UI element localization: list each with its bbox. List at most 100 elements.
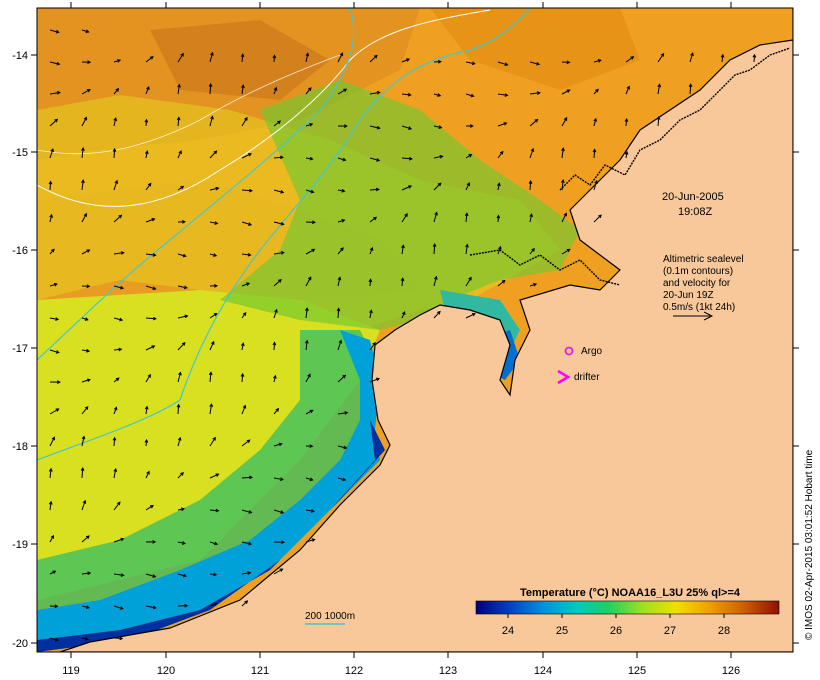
velocity-arrow-head	[504, 93, 509, 97]
velocity-arrow-head	[342, 477, 347, 482]
velocity-arrow-head	[119, 606, 124, 610]
velocity-arrow	[113, 605, 123, 610]
velocity-arrow-head	[376, 158, 381, 162]
velocity-arrow-head	[152, 253, 157, 257]
velocity-arrow-head	[50, 148, 54, 153]
velocity-arrow-head	[183, 285, 188, 290]
velocity-arrow	[145, 56, 154, 63]
velocity-arrow	[241, 282, 250, 287]
velocity-arrow-head	[247, 252, 252, 257]
lat-tick-label: -19	[12, 539, 28, 551]
velocity-arrow-head	[464, 212, 469, 217]
velocity-arrow	[305, 340, 308, 351]
velocity-arrow-head	[595, 88, 599, 93]
velocity-arrow	[433, 276, 437, 287]
velocity-arrow	[177, 541, 186, 545]
velocity-arrow	[561, 213, 567, 223]
velocity-arrow-head	[277, 120, 282, 125]
velocity-arrow	[625, 118, 628, 127]
velocity-arrow	[401, 311, 406, 319]
velocity-arrow-head	[309, 409, 314, 414]
velocity-arrow	[369, 342, 376, 351]
velocity-arrow-head	[210, 115, 214, 120]
velocity-arrow-head	[152, 316, 157, 321]
velocity-arrow	[49, 91, 60, 95]
velocity-arrow-head	[56, 90, 61, 95]
velocity-arrow-head	[84, 317, 89, 321]
velocity-arrow-head	[184, 603, 189, 608]
velocity-arrow	[337, 52, 343, 63]
velocity-arrow-head	[720, 53, 725, 58]
velocity-arrow-head	[594, 180, 598, 185]
velocity-arrow-head	[311, 220, 316, 225]
velocity-arrow	[145, 317, 156, 320]
sst-patch-dark	[150, 20, 330, 100]
colorbar	[475, 600, 780, 615]
velocity-arrow	[177, 315, 188, 319]
map-plot-area	[37, 8, 793, 652]
velocity-arrow-head	[307, 87, 312, 91]
longitude-axis: 119 120 121 122 123 124 125 126	[62, 2, 740, 677]
velocity-arrow	[81, 213, 87, 223]
velocity-arrow	[401, 125, 412, 130]
velocity-arrow-head	[465, 243, 469, 248]
velocity-arrow-head	[152, 605, 157, 610]
velocity-arrow-head	[182, 220, 186, 224]
velocity-arrow	[465, 213, 468, 223]
velocity-arrow	[369, 310, 372, 319]
lat-tick-label: -14	[12, 50, 28, 62]
velocity-arrow	[145, 406, 148, 415]
velocity-arrow	[721, 54, 724, 63]
velocity-arrow-head	[152, 540, 157, 544]
velocity-arrow-head	[566, 60, 571, 65]
velocity-arrow-head	[53, 282, 58, 287]
velocity-arrow-head	[248, 510, 253, 514]
velocity-arrow-head	[408, 126, 413, 130]
velocity-arrow	[401, 278, 404, 287]
velocity-arrow-head	[176, 116, 181, 121]
velocity-arrow	[81, 349, 90, 352]
velocity-arrow	[81, 117, 87, 127]
velocity-arrow	[497, 93, 508, 96]
velocity-arrow-head	[344, 411, 349, 415]
velocity-arrow	[49, 637, 59, 641]
velocity-arrow	[433, 212, 438, 223]
velocity-arrow-head	[213, 312, 218, 317]
velocity-arrow	[465, 61, 475, 65]
velocity-arrow	[657, 53, 665, 63]
velocity-arrow-head	[536, 91, 541, 95]
velocity-arrow-head	[50, 248, 55, 253]
velocity-arrow-head	[501, 279, 506, 284]
velocity-arrow	[177, 404, 180, 415]
velocity-arrow-head	[112, 436, 117, 441]
velocity-arrow	[145, 471, 150, 479]
velocity-arrow	[337, 157, 346, 161]
velocity-arrow-head	[213, 253, 218, 257]
velocity-arrow	[241, 439, 251, 447]
velocity-arrow-head	[144, 118, 149, 123]
velocity-arrow-head	[86, 284, 91, 289]
velocity-arrow-head	[339, 52, 344, 57]
velocity-arrow-head	[341, 188, 346, 193]
velocity-arrow-head	[304, 339, 309, 344]
velocity-arrow-head	[566, 89, 571, 93]
velocity-arrow-head	[534, 118, 539, 123]
sst-cold-coastal	[37, 330, 380, 640]
velocity-arrow	[209, 372, 212, 383]
velocity-arrow	[145, 605, 156, 609]
velocity-arrow	[625, 56, 634, 63]
velocity-arrow	[241, 312, 247, 319]
velocity-arrow	[145, 86, 150, 95]
velocity-arrow-head	[690, 52, 694, 57]
velocity-arrow	[433, 125, 442, 129]
velocity-arrow-head	[180, 507, 186, 512]
velocity-arrow	[401, 93, 411, 96]
velocity-arrow-head	[400, 277, 405, 282]
velocity-arrow	[81, 29, 89, 33]
velocity-arrow	[209, 602, 217, 607]
velocity-arrow	[113, 407, 117, 415]
velocity-arrow	[305, 509, 315, 512]
velocity-arrow-head	[471, 61, 476, 66]
argo-label: Argo	[581, 346, 603, 357]
